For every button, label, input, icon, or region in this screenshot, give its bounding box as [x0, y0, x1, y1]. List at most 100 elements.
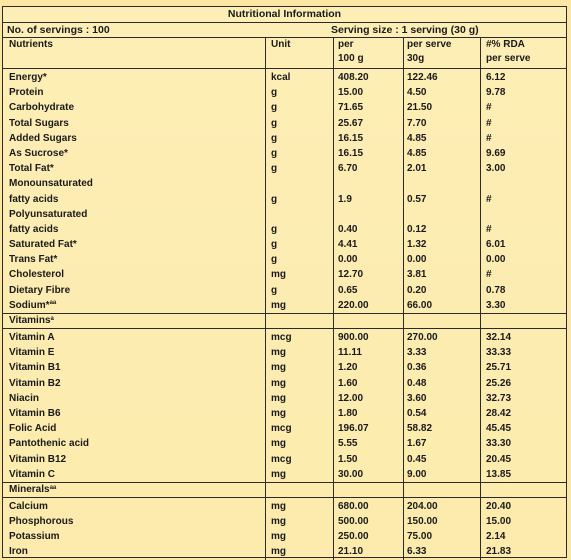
per-100g-cell-text: 1.20 — [338, 362, 358, 374]
table-row: Carbohydrate g 71.65 21.50 # — [3, 100, 566, 115]
per-100g-cell: 5.55 — [338, 436, 357, 451]
rda-cell: 15.00 — [486, 514, 511, 529]
rda-cell-text: # — [486, 117, 492, 129]
unit-cell-text: g — [271, 147, 278, 159]
nutrient-name: Pantothenic acid — [9, 436, 89, 451]
per-100g-cell-text: 0.40 — [338, 223, 358, 235]
rda-header-sub: per serve — [486, 53, 531, 64]
per-100g-cell-text: 1.60 — [338, 377, 358, 389]
unit-cell: mg — [271, 267, 286, 282]
unit-cell: mcg — [271, 330, 292, 345]
unit-cell-text: g — [271, 87, 278, 99]
nutrients-section: Energy* kcal 408.20 122.46 6.12 Protein g 15.00… — [3, 69, 566, 314]
per-serve-cell: 9.00 — [407, 467, 426, 482]
unit-cell: mg — [271, 436, 286, 451]
rda-cell: 3.00 — [486, 161, 505, 176]
rda-cell: 33.33 — [486, 345, 511, 360]
table-row: As Sucrose* g 16.15 4.85 9.69 — [3, 146, 566, 161]
rda-cell: 3.30 — [486, 298, 505, 313]
per-serve-cell-text: 3.33 — [407, 347, 427, 359]
per-100g-cell: 71.65 — [338, 100, 363, 115]
nutrient-name: Vitamin E — [9, 345, 54, 360]
per-100g-cell: 1.9 — [338, 192, 352, 207]
nutrient-name-text: Niacin — [9, 392, 40, 404]
table-row: Iron mg 21.10 6.33 21.83 — [3, 544, 566, 559]
unit-cell-text: mcg — [271, 332, 292, 343]
rda-cell-text: 9.78 — [486, 87, 506, 99]
per-100g-cell: 15.00 — [338, 85, 363, 100]
rda-cell-text: 9.69 — [486, 147, 506, 159]
table-row: Vitamin C mg 30.00 9.00 13.85 — [3, 467, 566, 482]
nutrient-name: Added Sugars — [9, 131, 77, 146]
rda-cell: # — [486, 222, 492, 237]
rda-cell-text: 6.01 — [486, 239, 506, 251]
unit-cell-text: mg — [271, 362, 286, 374]
rda-cell-text: 33.30 — [486, 438, 512, 450]
unit-cell: g — [271, 116, 277, 131]
nutrient-name: Vitamin C — [9, 467, 55, 482]
table-row: Saturated Fat* g 4.41 1.32 6.01 — [3, 237, 566, 252]
table-row: Pantothenic acid mg 5.55 1.67 33.30 — [3, 436, 566, 451]
per-100g-cell: 500.00 — [338, 514, 369, 529]
unit-cell: g — [271, 237, 277, 252]
unit-cell-text: g — [271, 117, 278, 129]
rda-cell-text: 0.00 — [486, 254, 506, 266]
nutrient-name-text: Vitamin E — [9, 347, 55, 359]
unit-cell: mg — [271, 360, 286, 375]
table-row: Vitamin E mg 11.11 3.33 33.33 — [3, 345, 566, 360]
vitamins-section: Vitamin A mcg 900.00 270.00 32.14 Vitamin E mg… — [3, 329, 566, 483]
nutrient-name-text: Vitamin B2 — [9, 377, 61, 389]
vitamins-footnote-mark: a — [50, 316, 54, 322]
nutrient-name-text: Vitamin B6 — [9, 407, 61, 419]
rda-cell-text: # — [486, 102, 492, 114]
nutrient-name-text: Vitamin A — [9, 332, 55, 343]
per-100g-cell-text: 1.80 — [338, 407, 358, 419]
unit-cell-text: mg — [271, 377, 286, 389]
rda-cell: 2.14 — [486, 529, 505, 544]
vitamins-subheader: Vitaminsa — [3, 314, 566, 329]
per-serve-cell: 21.50 — [407, 100, 432, 115]
nutrient-name: Protein — [9, 85, 43, 100]
per-serve-cell-text: 0.54 — [407, 407, 427, 419]
unit-cell-text: g — [271, 223, 278, 235]
per-100g-cell: 0.65 — [338, 283, 357, 298]
rda-cell-text: 25.71 — [486, 362, 512, 374]
serving-info-row: No. of servings : 100 Serving size : 1 s… — [3, 23, 566, 38]
table-row: Polyunsaturated — [3, 207, 566, 222]
unit-cell: mcg — [271, 452, 292, 467]
unit-cell: g — [271, 283, 277, 298]
per-serve-cell-text: 4.50 — [407, 87, 427, 99]
unit-cell: mg — [271, 391, 286, 406]
per-100g-cell: 12.70 — [338, 267, 363, 282]
unit-cell-text: g — [271, 254, 278, 266]
per-100g-cell-text: 15.00 — [338, 87, 364, 99]
per-100g-cell-text: 16.15 — [338, 147, 364, 159]
rda-cell-text: 2.14 — [486, 531, 506, 543]
nutrient-name: Folic Acid — [9, 421, 56, 436]
nutrient-name-text: Folic Acid — [9, 423, 57, 435]
nutrient-name: Polyunsaturated — [9, 207, 87, 222]
per-serve-cell-text: 0.20 — [407, 284, 427, 296]
nutrient-name: Iron — [9, 544, 28, 559]
rda-cell-text: 20.45 — [486, 453, 512, 465]
unit-cell-text: mg — [271, 407, 286, 419]
per-serve-cell: 75.00 — [407, 529, 432, 544]
per-serve-cell: 3.60 — [407, 391, 426, 406]
rda-cell-text: 32.73 — [486, 392, 512, 404]
per-serve-cell: 4.85 — [407, 131, 426, 146]
rda-cell-text: # — [486, 269, 492, 281]
rda-cell: 28.42 — [486, 406, 511, 421]
column-divider — [265, 38, 266, 560]
per-100g-cell-text: 21.10 — [338, 546, 364, 558]
unit-cell: mg — [271, 406, 286, 421]
unit-cell: mg — [271, 514, 286, 529]
unit-cell: mg — [271, 499, 286, 514]
table-row: Potassium mg 250.00 75.00 2.14 — [3, 529, 566, 544]
column-divider — [333, 38, 334, 560]
nutrient-name-text: fatty acids — [9, 223, 59, 235]
nutrient-name-text: fatty acids — [9, 193, 59, 205]
unit-cell: mg — [271, 345, 286, 360]
per-100g-cell: 1.20 — [338, 360, 357, 375]
nutrient-name-text: Polyunsaturated — [9, 208, 88, 220]
per-serve-cell: 0.48 — [407, 376, 426, 391]
